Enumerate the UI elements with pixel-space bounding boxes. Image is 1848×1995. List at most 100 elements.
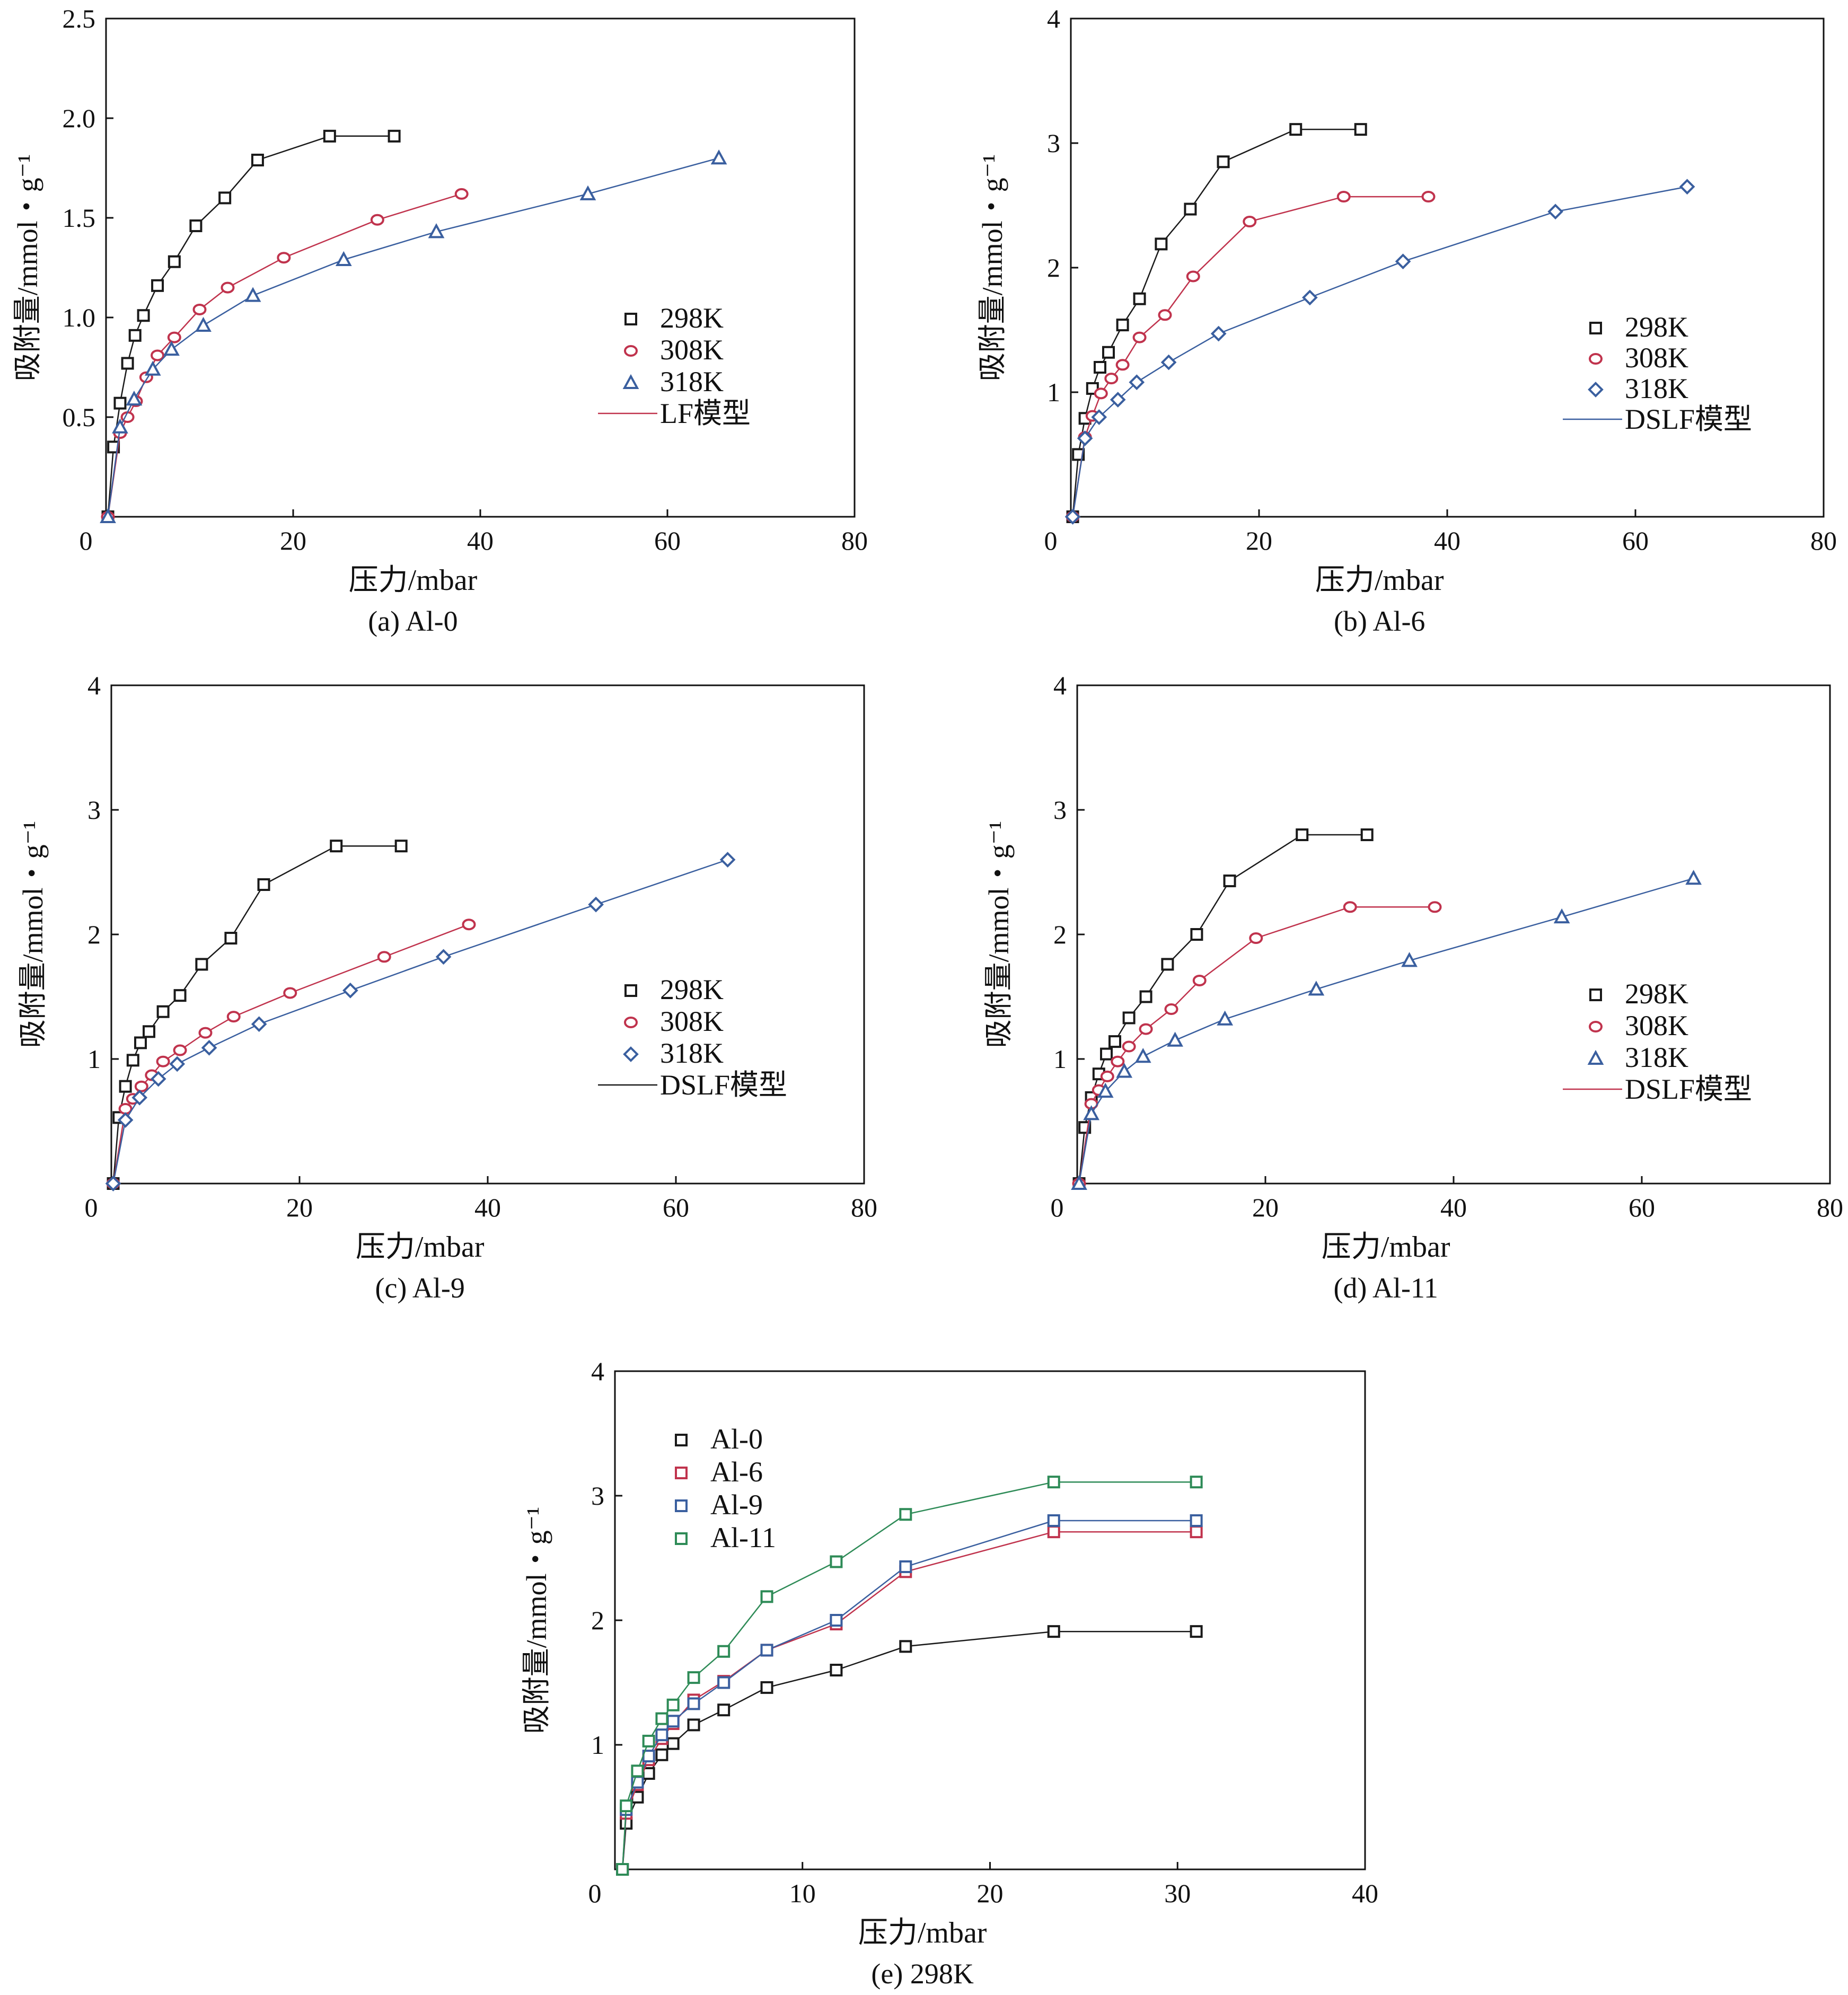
data-point-298K bbox=[1100, 1047, 1113, 1061]
data-point-298K bbox=[1360, 828, 1374, 841]
legend-marker-298K bbox=[1589, 988, 1602, 1001]
data-point-318K bbox=[1116, 1063, 1133, 1078]
series-line-298K bbox=[112, 845, 401, 1184]
series-line-298K bbox=[107, 135, 394, 517]
data-point-318K bbox=[1679, 179, 1695, 195]
data-point-318K bbox=[1401, 952, 1418, 967]
data-point-298K bbox=[119, 1080, 132, 1093]
legend-label: Al-9 bbox=[710, 1489, 763, 1521]
data-point-Al-11 bbox=[830, 1555, 843, 1568]
data-point-Al-9 bbox=[717, 1676, 731, 1689]
data-point-308K bbox=[1122, 1040, 1136, 1053]
data-point-318K bbox=[100, 508, 116, 523]
data-point-318K bbox=[1077, 430, 1093, 446]
panel-caption: (c) Al-9 bbox=[375, 1272, 464, 1304]
plot-frame bbox=[110, 684, 865, 1185]
legend-marker-308K bbox=[1589, 353, 1603, 365]
y-axis-label: 吸附量/mmol・g⁻¹ bbox=[12, 154, 43, 382]
data-point-298K bbox=[168, 255, 181, 268]
data-point-Al-9 bbox=[687, 1697, 700, 1710]
x-tick-label: 60 bbox=[654, 526, 681, 555]
legend-label: 308K bbox=[1625, 342, 1688, 374]
data-point-308K bbox=[377, 951, 391, 963]
plot-frame bbox=[1076, 684, 1831, 1185]
x-tick-label: 40 bbox=[1434, 526, 1460, 555]
series-line-298K bbox=[1072, 128, 1361, 517]
data-point-Al-11 bbox=[1190, 1476, 1203, 1489]
panel-b: 0 20 40 60 80 1 2 3 4 压力/mbar (b) Al-6 吸附量/mmol・g⁻¹… bbox=[976, 4, 1837, 637]
x-tick-label: 80 bbox=[841, 526, 868, 555]
data-point-298K bbox=[1184, 202, 1197, 216]
data-point-298K bbox=[323, 129, 336, 143]
data-point-318K bbox=[1160, 354, 1177, 370]
x-tick-label: 40 bbox=[467, 526, 494, 555]
panel-caption: (a) Al-0 bbox=[368, 605, 457, 637]
legend: Al-0Al-6Al-9Al-11 bbox=[675, 1423, 776, 1553]
data-point-318K bbox=[710, 149, 727, 165]
data-point-308K bbox=[167, 331, 181, 343]
legend-marker-Al-0 bbox=[675, 1434, 688, 1446]
x-axis-label: 压力/mbar bbox=[349, 564, 478, 597]
legend-marker-318K bbox=[1588, 382, 1604, 398]
legend-label: 318K bbox=[1625, 373, 1688, 404]
x-axis-label: 压力/mbar bbox=[858, 1917, 987, 1949]
data-point-Al-9 bbox=[1047, 1514, 1060, 1527]
data-point-308K bbox=[1192, 974, 1207, 986]
series-line-318K bbox=[1072, 186, 1687, 517]
data-point-318K bbox=[579, 185, 596, 200]
data-point-Al-9 bbox=[899, 1560, 912, 1573]
data-point-318K bbox=[105, 1176, 121, 1191]
y-tick-label: 2 bbox=[87, 920, 101, 949]
data-point-308K bbox=[1421, 191, 1436, 203]
data-point-298K bbox=[1217, 155, 1230, 169]
data-point-298K bbox=[143, 1025, 155, 1038]
y-tick-label: 1 bbox=[591, 1730, 604, 1760]
y-tick-label: 4 bbox=[87, 670, 101, 700]
data-point-308K bbox=[454, 188, 469, 200]
data-point-308K bbox=[1249, 932, 1263, 944]
x-tick-label: 80 bbox=[1817, 1193, 1843, 1222]
data-point-Al-0 bbox=[830, 1664, 843, 1676]
data-point-Al-11 bbox=[1047, 1476, 1060, 1489]
data-point-Al-11 bbox=[620, 1799, 633, 1813]
data-point-Al-11 bbox=[687, 1671, 700, 1684]
data-point-318K bbox=[144, 360, 161, 376]
data-point-308K bbox=[173, 1044, 187, 1056]
data-point-Al-0 bbox=[717, 1703, 731, 1717]
data-point-Al-11 bbox=[616, 1863, 629, 1876]
data-point-Al-0 bbox=[655, 1748, 668, 1761]
data-point-308K bbox=[151, 349, 165, 361]
y-tick-label: 1.0 bbox=[63, 303, 96, 332]
data-point-Al-11 bbox=[642, 1734, 655, 1747]
data-point-298K bbox=[1102, 346, 1115, 359]
data-point-318K bbox=[1091, 409, 1107, 425]
data-point-298K bbox=[189, 219, 203, 233]
data-point-Al-11 bbox=[655, 1712, 668, 1725]
y-axis-label: 吸附量/mmol・g⁻¹ bbox=[976, 154, 1008, 382]
legend-fit-label: LF模型 bbox=[660, 398, 751, 429]
data-point-298K bbox=[218, 191, 232, 205]
panel-caption: (e) 298K bbox=[871, 1958, 973, 1990]
x-tick-label: 20 bbox=[977, 1878, 1004, 1908]
data-point-308K bbox=[221, 281, 235, 294]
data-point-Al-0 bbox=[666, 1737, 680, 1750]
data-point-308K bbox=[1104, 373, 1119, 385]
data-point-Al-9 bbox=[830, 1614, 843, 1627]
legend-marker-298K bbox=[624, 984, 637, 997]
x-tick-label: 80 bbox=[1810, 526, 1837, 555]
x-tick-label: 10 bbox=[789, 1878, 816, 1908]
data-point-318K bbox=[342, 982, 358, 999]
data-point-318K bbox=[1129, 374, 1145, 391]
legend-fit-label: DSLF模型 bbox=[1625, 1073, 1752, 1105]
y-tick-label: 1 bbox=[1047, 377, 1060, 407]
data-point-318K bbox=[1553, 908, 1570, 924]
data-point-Al-11 bbox=[899, 1508, 912, 1521]
data-point-318K bbox=[126, 390, 143, 406]
data-point-298K bbox=[394, 840, 408, 853]
data-point-318K bbox=[169, 1056, 186, 1072]
data-point-298K bbox=[388, 129, 401, 143]
data-point-318K bbox=[150, 1071, 166, 1087]
panel-e: 0 10 20 30 40 1 2 3 4 压力/mbar (e) 298K 吸附量/mmol・g⁻¹… bbox=[521, 1356, 1378, 1990]
data-point-298K bbox=[224, 932, 237, 945]
